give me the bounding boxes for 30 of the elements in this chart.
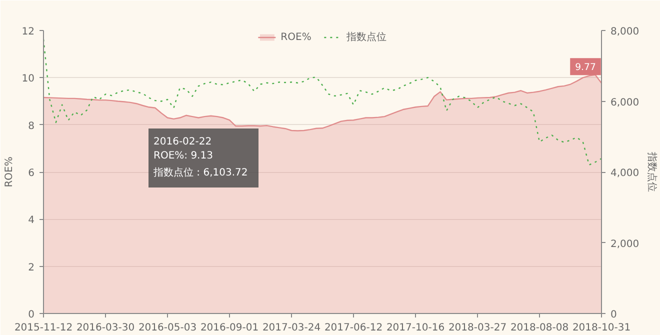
y-tick-label: 12 [22,26,35,38]
y2-tick-label: 4,000 [610,168,640,179]
annotation: 9.77 [575,62,596,74]
y-axis-title: ROE% [4,156,15,188]
x-tick-label: 2016-03-30 [76,322,135,334]
annotation: 2016-02-22 [154,136,212,148]
x-tick-label: 2017-10-16 [386,322,445,334]
y2-tick-label: 0 [610,310,617,320]
y2-axis-title: 指数点位 [646,151,658,192]
y-tick-label: 4 [28,215,35,226]
y2-tick-label: 6,000 [610,97,640,108]
x-tick-label: 2018-10-31 [572,322,631,334]
y-tick-label: 0 [28,310,35,320]
x-tick-label: 2017-03-24 [262,322,321,334]
x-tick-label: 2018-08-08 [510,322,569,334]
annotation: 指数点位 : 6,103.72 [152,166,248,178]
legend-label: 指数点位 [346,30,386,44]
x-tick-label: 2017-06-12 [324,322,383,334]
x-tick-label: 2016-05-03 [138,322,197,334]
y-tick-label: 6 [28,168,35,179]
y-tick-label: 8 [28,120,35,132]
legend-label: ROE% [280,32,312,42]
y-tick-label: 10 [22,74,35,85]
y2-tick-label: 8,000 [610,26,640,38]
x-tick-label: 2018-03-27 [448,322,507,334]
annotation: ROE%: 9.13 [154,150,213,162]
y2-tick-label: 2,000 [610,238,640,250]
x-tick-label: 2016-09-01 [200,322,259,334]
y-tick-label: 2 [28,262,35,274]
x-tick-label: 2015-11-12 [14,322,73,334]
